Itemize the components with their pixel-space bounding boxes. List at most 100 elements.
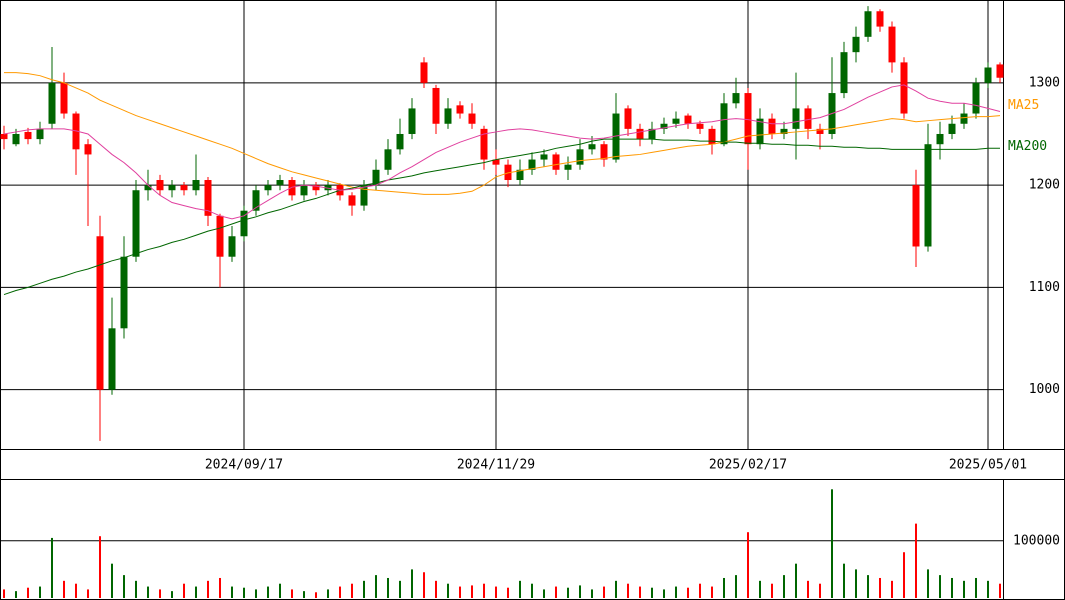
volume-bar bbox=[807, 580, 809, 598]
candle-body bbox=[888, 26, 896, 63]
volume-bar bbox=[339, 586, 341, 598]
candle-body bbox=[624, 108, 632, 129]
volume-bar bbox=[711, 586, 713, 598]
volume-bar bbox=[771, 583, 773, 598]
volume-bar bbox=[123, 575, 125, 598]
volume-bar bbox=[639, 586, 641, 598]
candle-body bbox=[168, 185, 176, 191]
volume-bar bbox=[435, 580, 437, 598]
candle-body bbox=[912, 185, 920, 247]
candle-body bbox=[144, 185, 152, 191]
candle-body bbox=[792, 108, 800, 129]
candle-body bbox=[108, 328, 116, 390]
candle-body bbox=[396, 133, 404, 150]
volume-bar bbox=[987, 580, 989, 598]
volume-bar bbox=[843, 563, 845, 598]
candle-body bbox=[372, 169, 380, 186]
candle-body bbox=[84, 144, 92, 155]
candle-body bbox=[456, 105, 464, 114]
candle-body bbox=[780, 128, 788, 134]
volume-bar bbox=[231, 586, 233, 598]
volume-bar bbox=[555, 586, 557, 598]
volume-bar bbox=[75, 583, 77, 598]
volume-bar bbox=[579, 585, 581, 598]
volume-bar bbox=[591, 589, 593, 598]
volume-bar bbox=[759, 580, 761, 598]
candle-body bbox=[300, 185, 308, 196]
candle-body bbox=[684, 115, 692, 124]
volume-bar bbox=[159, 589, 161, 598]
volume-bar bbox=[351, 583, 353, 598]
candle-body bbox=[876, 11, 884, 27]
volume-bar bbox=[279, 583, 281, 598]
candle-body bbox=[468, 113, 476, 124]
volume-bar bbox=[399, 580, 401, 598]
candle-body bbox=[732, 93, 740, 104]
candle-body bbox=[204, 180, 212, 216]
candle-body bbox=[240, 210, 248, 237]
volume-bar bbox=[699, 583, 701, 598]
candle-body bbox=[864, 11, 872, 37]
candle-body bbox=[216, 215, 224, 257]
volume-bar bbox=[63, 580, 65, 598]
candle-body bbox=[672, 118, 680, 124]
volume-bar bbox=[303, 591, 305, 598]
volume-bar bbox=[615, 580, 617, 598]
volume-bar bbox=[927, 569, 929, 598]
volume-bar bbox=[831, 489, 833, 598]
volume-bar bbox=[963, 580, 965, 598]
volume-bar bbox=[219, 577, 221, 598]
volume-bar bbox=[663, 589, 665, 598]
volume-bar bbox=[879, 577, 881, 598]
volume-bar bbox=[903, 552, 905, 598]
candle-body bbox=[0, 133, 8, 140]
candle-body bbox=[324, 185, 332, 191]
volume-bar bbox=[447, 583, 449, 598]
volume-bar bbox=[387, 577, 389, 598]
candle-body bbox=[900, 62, 908, 114]
volume-bar bbox=[627, 583, 629, 598]
volume-bar bbox=[267, 586, 269, 598]
volume-bar bbox=[87, 589, 89, 598]
volume-bar bbox=[507, 587, 509, 598]
volume-bar bbox=[15, 591, 17, 598]
volume-bar bbox=[999, 583, 1001, 598]
candle-body bbox=[600, 144, 608, 160]
candle-body bbox=[852, 36, 860, 53]
candle-body bbox=[156, 180, 164, 191]
candle-body bbox=[948, 123, 956, 134]
candle-body bbox=[492, 159, 500, 165]
volume-bar bbox=[891, 580, 893, 598]
candle-body bbox=[180, 185, 188, 191]
volume-bar bbox=[291, 589, 293, 598]
candle-body bbox=[660, 123, 668, 129]
x-tick-label: 2024/11/29 bbox=[457, 458, 535, 473]
candle-body bbox=[24, 131, 32, 140]
candle-body bbox=[840, 52, 848, 94]
x-tick-label: 2025/05/01 bbox=[949, 458, 1027, 473]
candle-body bbox=[636, 128, 644, 140]
volume-bar bbox=[867, 575, 869, 598]
volume-bar bbox=[567, 587, 569, 598]
volume-bar bbox=[147, 586, 149, 598]
candle-body bbox=[552, 154, 560, 170]
volume-bar bbox=[411, 569, 413, 598]
candle-body bbox=[96, 236, 104, 390]
volume-bar bbox=[171, 591, 173, 598]
volume-bar bbox=[135, 580, 137, 598]
candle-body bbox=[720, 103, 728, 145]
candle-body bbox=[252, 190, 260, 211]
y-tick-label: 100000 bbox=[1013, 533, 1060, 548]
candle-body bbox=[924, 144, 932, 247]
candle-body bbox=[816, 128, 824, 134]
x-tick-label: 2024/09/17 bbox=[205, 458, 283, 473]
candle-body bbox=[756, 118, 764, 145]
volume-bar bbox=[519, 580, 521, 598]
candle-body bbox=[708, 128, 716, 145]
candle-body bbox=[936, 133, 944, 145]
volume-bar bbox=[675, 586, 677, 598]
volume-bar bbox=[363, 580, 365, 598]
volume-bar bbox=[375, 575, 377, 598]
volume-bar bbox=[327, 589, 329, 598]
